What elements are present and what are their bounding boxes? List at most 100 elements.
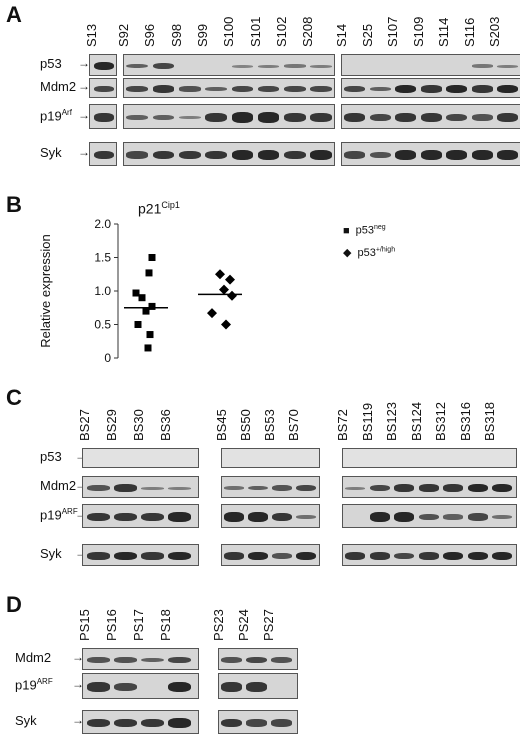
blot-band: [221, 657, 242, 663]
blot-band: [246, 656, 267, 664]
blot-band: [87, 657, 110, 663]
lane-label-ps18: PS18: [158, 609, 173, 641]
blot-band: [152, 62, 175, 70]
panel-d-letter: D: [6, 592, 22, 617]
data-point-p53neg: [148, 254, 156, 261]
panel-a-letter: A: [6, 2, 22, 27]
blot-box: [342, 448, 517, 468]
blot-band: [471, 150, 493, 160]
blot-box: [82, 544, 199, 566]
blot-band: [420, 150, 442, 160]
blot-band: [152, 150, 175, 160]
panel-b-scatter-chart: 0 0.5 1.0 1.5 2.0 Relative expression: [38, 217, 242, 365]
lane-label-bs29: BS29: [104, 409, 119, 441]
row-label-syk: Syk: [40, 546, 62, 561]
row-label-syk: Syk: [15, 713, 37, 728]
lane-label-bs45: BS45: [214, 409, 229, 441]
blot-band: [310, 150, 333, 160]
lane-label-s109: S109: [410, 16, 426, 47]
blot-band: [231, 150, 254, 160]
blot-box: [123, 78, 335, 98]
lane-label-bs119: BS119: [359, 402, 375, 441]
data-point-p53neg: [132, 289, 140, 297]
blot-band: [310, 113, 333, 122]
data-point-p53neg: [146, 331, 154, 339]
blot-band: [87, 512, 110, 522]
data-point-p53neg: [148, 302, 156, 310]
blot-band: [126, 85, 148, 93]
lane-label-bs316: BS316: [457, 401, 473, 441]
blot-box: [82, 710, 199, 734]
row-arrow: →: [78, 145, 90, 159]
legend-entry-p53neg: ■ p53neg: [343, 224, 386, 237]
blot-band: [168, 681, 191, 693]
blot-band: [221, 682, 242, 692]
blot-band: [394, 512, 415, 522]
lane-label-s100: S100: [221, 16, 237, 47]
blot-band: [369, 86, 391, 92]
blot-band: [492, 483, 513, 493]
blot-band: [443, 484, 464, 492]
row-label-text: p53: [40, 449, 62, 464]
legend-sup: +/high: [375, 246, 396, 254]
lane-label-s102: S102: [273, 16, 289, 47]
blot-band: [296, 484, 316, 492]
row-label-p19-arf: p19Arf: [40, 108, 72, 123]
row-label-mdm2: Mdm2: [40, 478, 76, 493]
data-point-p53high: [225, 274, 235, 285]
legend-sup: neg: [374, 224, 386, 231]
row-label-p19-arf: p19ARF: [40, 507, 78, 522]
blot-box: [123, 104, 335, 129]
panel-b-title-text: p21: [138, 200, 162, 217]
blot-band: [344, 113, 366, 122]
lane-label-s25: S25: [359, 23, 375, 47]
blot-band: [369, 113, 391, 122]
blot-band: [272, 512, 292, 522]
row-label-p19-arf: p19ARF: [15, 677, 53, 692]
blot-band: [178, 86, 201, 92]
blot-band: [394, 484, 415, 492]
blot-band: [344, 151, 366, 159]
blot-band: [497, 84, 519, 94]
y-tick-label: 2.0: [94, 217, 111, 231]
blot-box: [89, 78, 117, 98]
blot-box: [89, 54, 117, 76]
y-tick-label: 0: [104, 351, 111, 365]
blot-band: [497, 150, 519, 160]
row-label-sup: ARF: [36, 677, 53, 686]
blot-band: [168, 718, 191, 728]
blot-box: [341, 142, 520, 166]
blot-band: [395, 84, 417, 94]
row-label-text: Syk: [40, 145, 62, 160]
lane-label-bs72: BS72: [335, 409, 350, 441]
blot-band: [94, 113, 114, 122]
blot-band: [296, 551, 316, 561]
blot-band: [141, 486, 164, 490]
blot-band: [126, 151, 148, 159]
blot-band: [141, 512, 164, 522]
blot-box: [82, 448, 199, 468]
blot-band: [344, 85, 366, 93]
lane-label-s14: S14: [334, 23, 349, 47]
data-point-p53high: [227, 290, 237, 301]
lane-label-ps17: PS17: [131, 609, 146, 641]
diamond-marker-icon: ◆: [343, 247, 352, 259]
lane-label-bs123: BS123: [384, 401, 399, 441]
blot-band: [114, 657, 137, 663]
blot-band: [257, 85, 280, 93]
blot-band: [114, 682, 137, 692]
data-point-p53high: [207, 308, 217, 319]
blot-band: [224, 552, 244, 560]
blot-band: [345, 486, 366, 490]
blot-box: [218, 673, 298, 699]
blot-band: [420, 113, 442, 122]
blot-box: [82, 648, 199, 670]
lane-label-s203: S203: [487, 16, 502, 47]
row-label-text: Syk: [40, 546, 62, 561]
blot-band: [446, 113, 468, 122]
blot-band: [114, 718, 137, 728]
blot-box: [123, 142, 335, 166]
blot-box: [82, 476, 199, 498]
y-tick-label: 1.5: [94, 251, 111, 265]
blot-band: [224, 512, 244, 522]
